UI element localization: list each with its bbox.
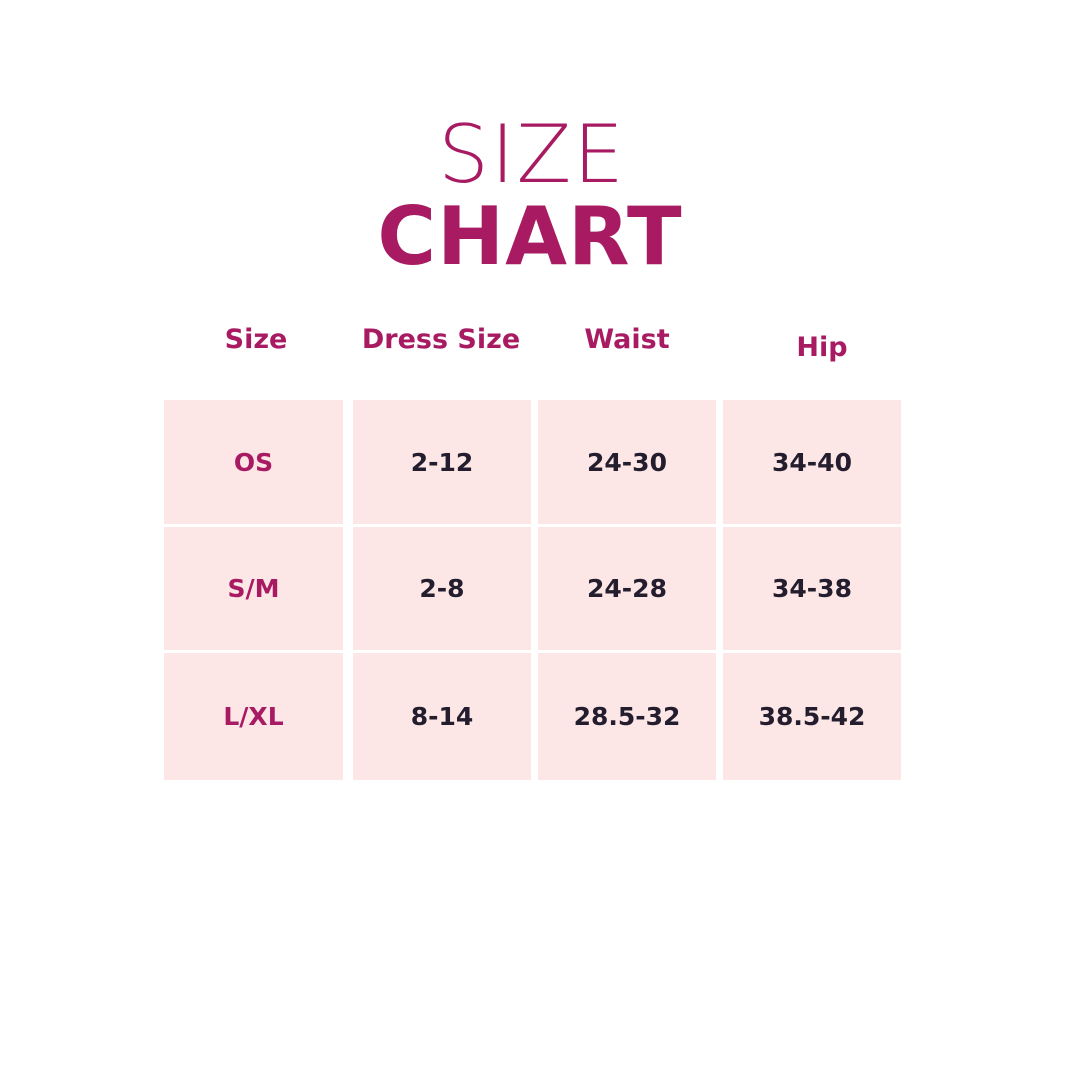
cell-value: 34-40 — [772, 447, 852, 477]
table-cell: OS — [164, 400, 343, 524]
cell-value: 24-30 — [587, 447, 667, 477]
table-cell: L/XL — [164, 653, 343, 780]
cell-value: 38.5-42 — [758, 702, 866, 731]
cell-value: S/M — [227, 574, 280, 603]
column-header: Dress Size — [361, 324, 521, 355]
cell-value: 34-38 — [772, 574, 852, 603]
table-cell: S/M — [164, 527, 343, 650]
title-line-2: CHART — [377, 190, 683, 283]
cell-value: 2-12 — [410, 447, 474, 477]
table-cell: 8-14 — [353, 653, 531, 780]
table-cell: 34-40 — [723, 400, 901, 524]
table-cell: 2-8 — [353, 527, 531, 650]
cell-value: 24-28 — [587, 574, 667, 603]
column-header: Waist — [584, 324, 670, 355]
cell-value: L/XL — [223, 702, 284, 731]
cell-value: 28.5-32 — [573, 702, 681, 731]
table-cell: 24-30 — [538, 400, 716, 524]
column-header: Hip — [796, 332, 848, 363]
cell-value: 8-14 — [410, 702, 474, 731]
column-header: Size — [224, 324, 288, 355]
table-cell: 28.5-32 — [538, 653, 716, 780]
table-cell: 24-28 — [538, 527, 716, 650]
table-cell: 2-12 — [353, 400, 531, 524]
cell-value: 2-8 — [419, 574, 465, 603]
title-line-1: SIZE — [438, 108, 626, 201]
table-cell: 38.5-42 — [723, 653, 901, 780]
cell-value: OS — [233, 447, 274, 477]
table-cell: 34-38 — [723, 527, 901, 650]
